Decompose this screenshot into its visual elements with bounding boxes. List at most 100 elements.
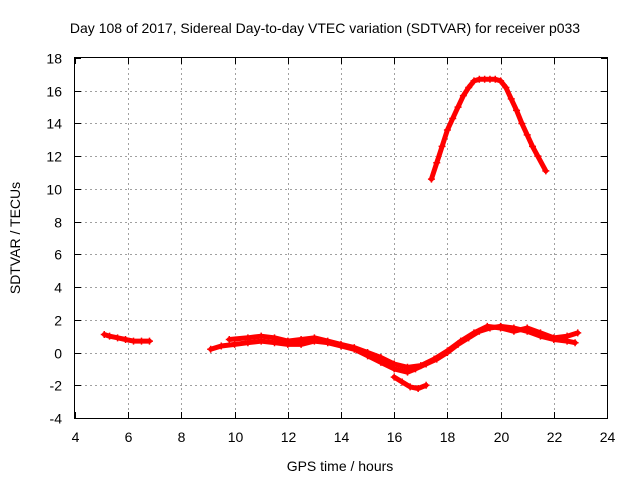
plot-frame [74, 57, 608, 419]
data-point [106, 332, 114, 340]
data-point [443, 347, 451, 355]
axis-ticks [75, 58, 608, 419]
data-point [497, 77, 505, 85]
x-tick-label: 22 [547, 429, 563, 445]
data-point [417, 362, 425, 370]
data-point [138, 337, 145, 345]
data-point [465, 83, 473, 91]
x-tick-label: 16 [387, 429, 403, 445]
chart-title: Day 108 of 2017, Sidereal Day-to-day VTE… [70, 20, 580, 36]
data-point [550, 334, 558, 342]
y-tick-label: 4 [54, 280, 62, 296]
data-point [574, 329, 582, 337]
data-point [510, 327, 518, 335]
grid-lines [75, 58, 607, 418]
data-point [422, 381, 430, 389]
data-point [497, 324, 505, 332]
y-tick-label: 16 [46, 84, 62, 100]
x-tick-label: 14 [334, 429, 350, 445]
x-tick-label: 12 [281, 429, 297, 445]
data-point [324, 337, 332, 345]
data-point [284, 337, 292, 345]
data-point [390, 373, 398, 381]
data-point [529, 142, 537, 150]
series-trace [428, 76, 549, 182]
x-tick-label: 18 [440, 429, 456, 445]
data-point [449, 115, 457, 123]
y-tick-label: -2 [50, 378, 63, 394]
data-point [414, 385, 422, 393]
data-point [310, 334, 318, 342]
data-point [454, 103, 462, 111]
data-point [337, 340, 345, 348]
data-point [244, 334, 252, 342]
data-point [404, 363, 411, 371]
data-point [130, 337, 138, 345]
data-point [231, 340, 239, 348]
x-tick-label: 20 [494, 429, 510, 445]
y-tick-labels: -4 -2 0 2 4 6 8 10 12 14 16 18 [46, 51, 62, 427]
data-point [542, 167, 550, 175]
y-tick-label: -4 [50, 411, 63, 427]
x-axis-label: GPS time / hours [287, 458, 394, 474]
data-point [122, 335, 130, 343]
y-tick-label: 12 [46, 149, 62, 165]
data-point [491, 75, 499, 83]
x-tick-label: 24 [600, 429, 616, 445]
data-point [534, 152, 542, 160]
data-point [438, 142, 446, 150]
data-point [483, 322, 491, 330]
data-point [100, 331, 108, 339]
data-point [257, 332, 265, 340]
y-tick-label: 10 [46, 182, 62, 198]
data-point [114, 334, 122, 342]
data-point [443, 126, 451, 134]
y-axis-label: SDTVAR / TECUs [7, 182, 23, 294]
series-segment-3 [427, 75, 550, 183]
series-segment-2-tail [390, 373, 430, 393]
data-point [398, 378, 406, 386]
y-tick-label: 2 [54, 313, 62, 329]
data-point [523, 131, 531, 139]
x-tick-label: 8 [178, 429, 186, 445]
x-tick-label: 4 [72, 429, 80, 445]
data-point [433, 159, 441, 167]
y-tick-label: 8 [54, 215, 62, 231]
series-segment-1 [100, 331, 153, 345]
data-point [470, 329, 478, 337]
data-point [350, 344, 358, 352]
data-point [459, 92, 467, 100]
data-point [537, 329, 544, 337]
data-point [523, 324, 531, 332]
y-tick-label: 6 [54, 247, 62, 263]
data-points [100, 75, 582, 393]
data-point [470, 77, 478, 85]
x-tick-labels: 4 6 8 10 12 14 16 18 20 22 24 [72, 429, 616, 445]
series-segment-2-high [225, 322, 582, 371]
y-tick-label: 0 [54, 346, 62, 362]
y-tick-label: 18 [46, 51, 62, 67]
data-point [225, 335, 233, 343]
data-point [502, 83, 510, 91]
data-point [457, 337, 465, 345]
data-point [207, 345, 215, 353]
data-point [390, 360, 398, 368]
data-point [571, 339, 579, 347]
y-tick-label: 14 [46, 116, 62, 132]
data-point [507, 95, 515, 103]
data-point [145, 337, 153, 345]
data-point [364, 349, 372, 357]
data-point [406, 383, 414, 391]
data-point [217, 342, 225, 350]
x-tick-label: 6 [125, 429, 133, 445]
data-point [271, 334, 278, 342]
x-tick-label: 10 [228, 429, 244, 445]
data-point [377, 353, 385, 361]
data-point [513, 106, 521, 114]
data-point [297, 335, 305, 343]
data-point [563, 332, 571, 340]
data-point [430, 355, 438, 363]
data-point [518, 119, 526, 127]
data-point [427, 175, 435, 183]
